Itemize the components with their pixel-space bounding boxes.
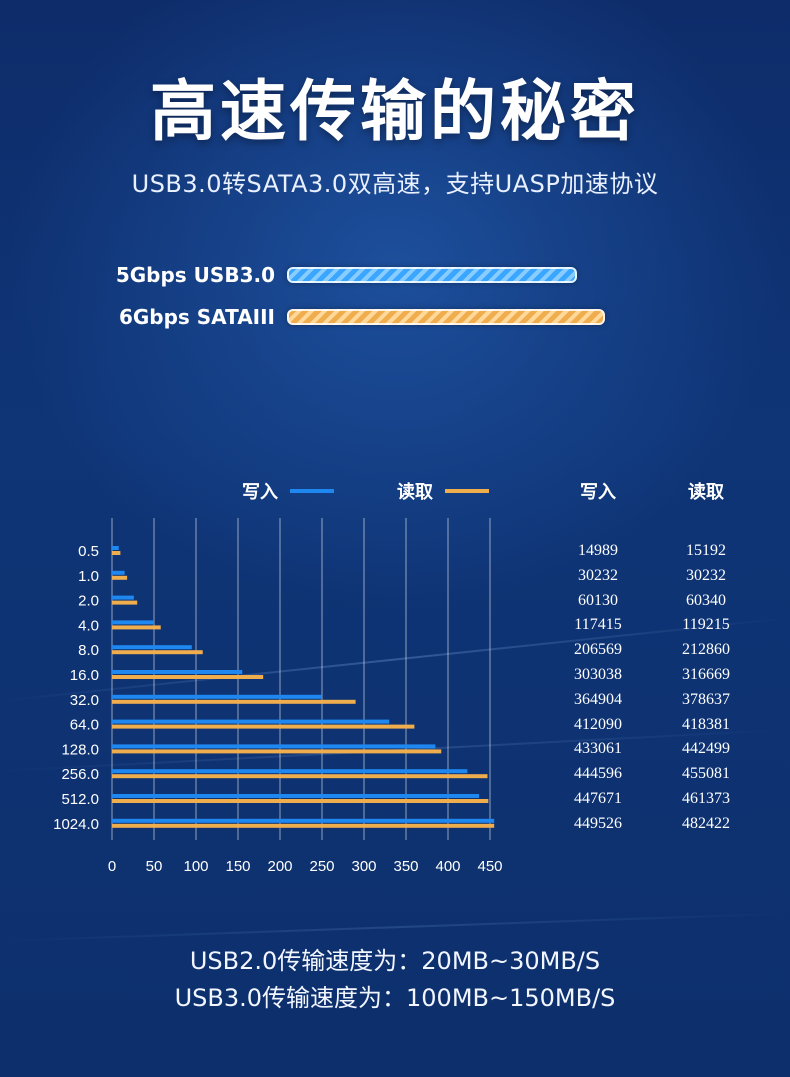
bar-write [112,794,480,798]
table-cell-read: 482422 [682,814,730,832]
legend-write-swatch [290,489,334,493]
legend-read-label: 读取 [397,482,433,503]
x-tick-label: 0 [108,858,116,875]
table-cell-write: 447671 [574,790,622,807]
bar-read [112,650,203,655]
bar-chart: 0 50 100 150 200 250 300 350 400 450 0.5 1.0 2.0 4.0 8… [53,518,503,875]
interface-bar-usb [287,267,577,283]
bar-read [112,699,356,704]
x-tick-label: 350 [393,858,418,875]
page-subtitle: USB3.0转SATA3.0双高速，支持UASP加速协议 [131,170,659,198]
table-cell-read: 378637 [682,690,730,708]
interface-row-usb: 5Gbps USB3.0 [105,260,577,290]
table-cell-write: 449526 [574,814,622,832]
category-label: 8.0 [78,642,99,659]
category-label: 2.0 [78,593,99,610]
category-label: 4.0 [78,617,99,634]
bar-write [112,769,468,774]
bar-write [112,570,125,575]
bar-read [112,823,495,828]
bar-write [112,719,390,724]
table-cell-write: 206569 [574,641,622,659]
bar-read [112,799,489,803]
category-label: 256.0 [61,766,99,783]
legend-write-label: 写入 [242,482,278,503]
table-cell-read: 316669 [682,666,730,683]
footer-line-usb3: USB3.0传输速度为：100MB~150MB/S [174,984,616,1012]
table-cell-read: 455081 [682,765,730,783]
bar-write [112,744,436,749]
background-streak [0,912,790,942]
bar-read [112,749,442,754]
category-label: 1024.0 [53,816,99,833]
bar-write [112,620,154,625]
bar-read [112,774,488,779]
footer-line-usb2: USB2.0传输速度为：20MB~30MB/S [189,947,601,975]
category-label: 64.0 [70,717,99,734]
bar-read [112,575,128,580]
interface-row-sata: 6Gbps SATAIII [105,302,605,332]
x-tick-label: 250 [309,858,334,875]
chart-legend-write: 写入 [242,478,334,504]
x-tick-label: 300 [351,858,376,875]
table-cell-write: 14989 [578,542,618,559]
table-cell-write: 412090 [574,715,622,733]
bar-write [112,694,322,699]
table-cell-read: 418381 [682,715,730,733]
chart-legend-read: 读取 [397,478,489,504]
x-tick-label: 200 [267,858,292,875]
x-tick-label: 450 [477,858,502,875]
interface-label-sata: 6Gbps SATAIII [118,305,275,329]
table-cell-write: 60130 [578,591,618,609]
bar-read [112,675,264,679]
table-cell-write: 444596 [574,765,622,783]
category-label: 1.0 [78,568,99,585]
table-header-write: 写入 [580,482,616,503]
table-cell-read: 461373 [682,790,730,807]
bar-read [112,625,161,630]
table-cell-read: 30232 [686,566,726,584]
table-cell-read: 119215 [682,616,730,634]
interface-label-usb: 5Gbps USB3.0 [115,263,275,287]
category-label: 128.0 [61,741,99,758]
bar-read [112,551,121,555]
table-cell-read: 212860 [682,641,730,659]
bar-write [112,670,243,674]
interface-bar-sata [287,309,605,325]
category-label: 32.0 [70,692,99,709]
bar-read [112,600,138,605]
table-cell-write: 303038 [574,666,622,683]
bar-read [112,724,415,729]
legend-read-swatch [445,489,489,493]
bar-write [112,818,495,823]
table-cell-write: 364904 [574,690,622,708]
table-cell-write: 117415 [574,616,622,634]
x-tick-label: 150 [225,858,250,875]
bar-write [112,645,192,650]
x-tick-label: 100 [183,858,208,875]
bar-write [112,595,134,600]
x-tick-label: 400 [435,858,460,875]
category-label: 0.5 [78,543,99,560]
table-cell-write: 30232 [578,566,618,584]
table-cell-read: 60340 [686,591,726,609]
table-header-read: 读取 [688,482,724,503]
table-cell-read: 15192 [686,542,726,559]
table-cell-read: 442499 [682,740,730,758]
bar-write [112,546,119,550]
page-title: 高速传输的秘密 [150,73,640,150]
category-label: 16.0 [70,667,99,684]
table-cell-write: 433061 [574,740,622,758]
category-label: 512.0 [61,791,99,808]
x-tick-label: 50 [146,858,163,875]
